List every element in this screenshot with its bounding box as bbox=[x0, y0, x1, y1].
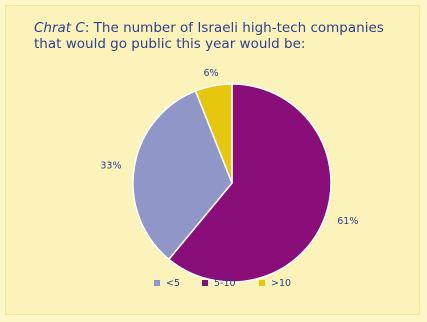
legend-swatch bbox=[202, 280, 208, 286]
legend-swatch bbox=[154, 280, 160, 286]
slice-label: 33% bbox=[100, 160, 121, 171]
slice-label: 61% bbox=[337, 216, 358, 227]
legend-label: 5-10 bbox=[214, 278, 236, 289]
legend-label: <5 bbox=[166, 278, 180, 289]
legend-label: >10 bbox=[271, 278, 291, 289]
slice-label: 6% bbox=[203, 68, 218, 79]
legend-swatch bbox=[259, 280, 265, 286]
